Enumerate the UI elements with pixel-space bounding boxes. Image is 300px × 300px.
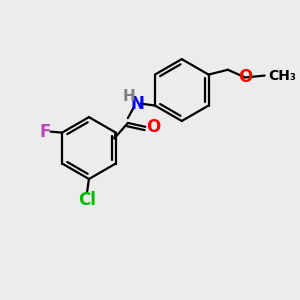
Text: N: N [130,94,145,112]
Text: H: H [122,89,135,104]
Text: CH₃: CH₃ [268,69,296,82]
Text: O: O [238,68,252,86]
Text: Cl: Cl [78,191,96,209]
Text: O: O [146,118,160,136]
Text: F: F [39,123,50,141]
